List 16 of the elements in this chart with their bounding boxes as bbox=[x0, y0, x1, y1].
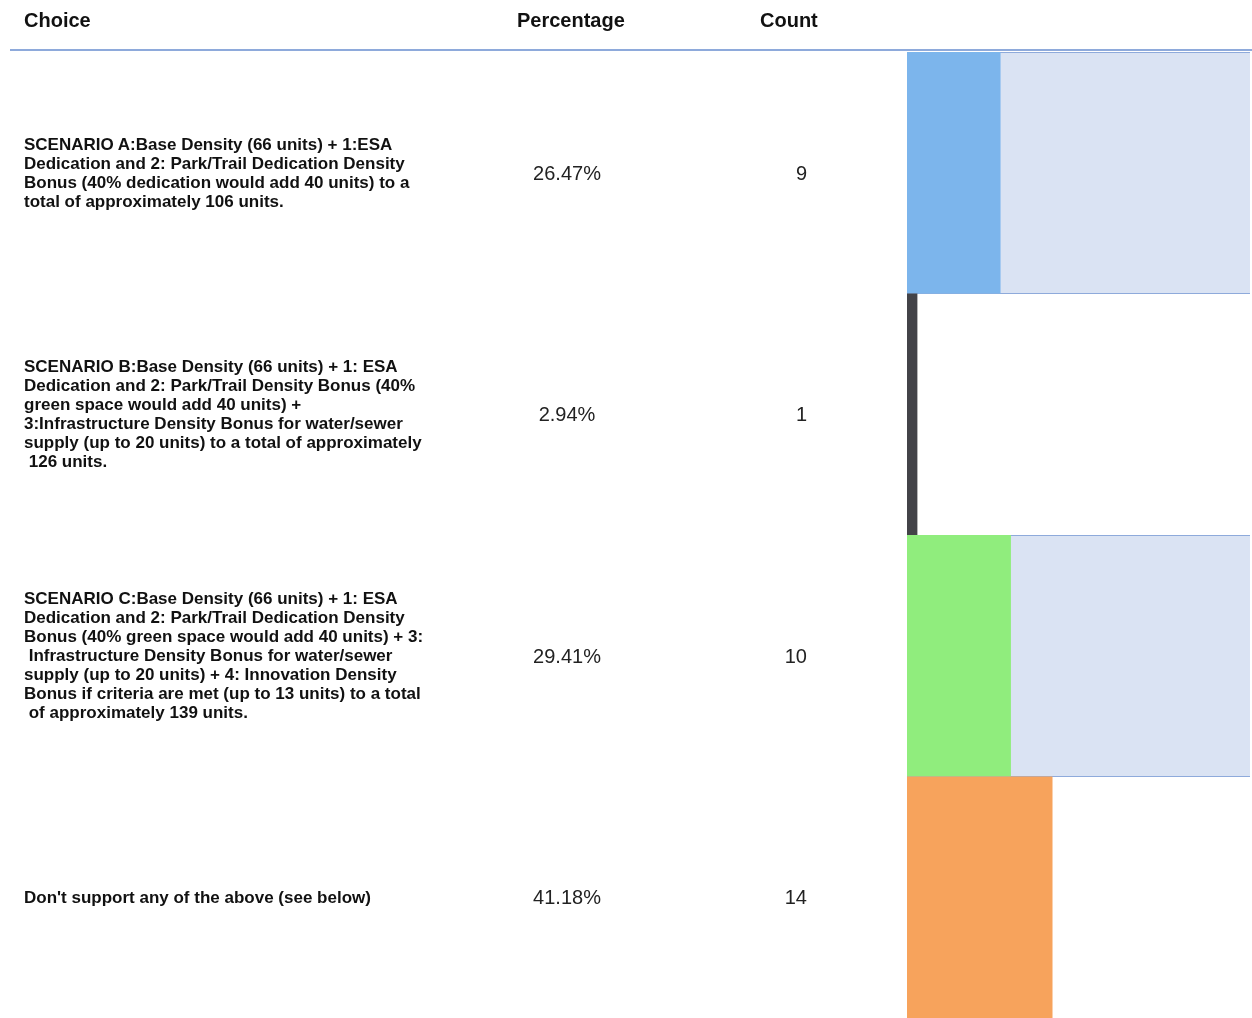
text: 2.94% bbox=[538, 403, 596, 426]
bar bbox=[907, 293, 918, 535]
text: 26.47% bbox=[533, 161, 602, 184]
text: Percentage bbox=[517, 9, 625, 31]
y-tick-label: SCENARIO C:Base Density (66 units) + 1: ESA Dedication and 2: Park/Trail Dedication Density Bonus (40% green space would add 40 units) + 3: Infrastructure Density Bonus for water/sewer supply (up to 20 units) + 4: Innovation Density Bonus if criteria are met (up to 13 units) to a total of approximately 139 units. bbox=[24, 589, 424, 723]
x-axis-title: Count bbox=[760, 9, 819, 31]
data-label: 1 bbox=[795, 403, 807, 426]
data-label: 9 bbox=[795, 161, 807, 184]
y-tick-label: SCENARIO B:Base Density (66 units) + 1: ESA Dedication and 2: Park/Trail Density Bonus (40% green space would add 40 units) + 3:Infrastructure Density Bonus for water/sewer supply (up to 20 units) to a total of approximately 126 units. bbox=[24, 357, 423, 472]
y-tick-label: Don't support any of the above (see below) bbox=[24, 887, 371, 907]
data-label: 10 bbox=[784, 644, 807, 667]
text: 41.18% bbox=[533, 886, 602, 909]
y-axis-title: Choice bbox=[24, 9, 91, 31]
data-label: 14 bbox=[784, 886, 807, 909]
y-tick-label: SCENARIO A:Base Density (66 units) + 1:ESA Dedication and 2: Park/Trail Dedication Density Bonus (40% dedication would add 40 units) to a total of approximately 106 units. bbox=[24, 134, 415, 211]
text: 29.41% bbox=[533, 644, 602, 667]
